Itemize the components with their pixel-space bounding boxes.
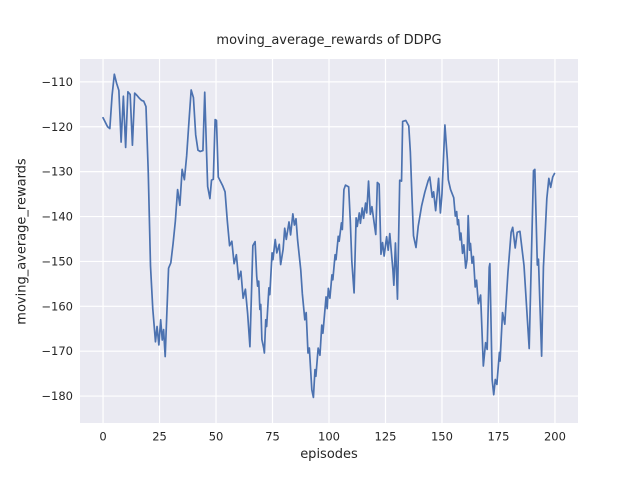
x-tick-label: 75	[265, 430, 280, 444]
y-tick-label: −150	[41, 254, 73, 268]
y-tick-label: −140	[41, 210, 73, 224]
x-tick-label: 175	[487, 430, 509, 444]
x-tick-label: 200	[544, 430, 566, 444]
x-tick-label: 50	[209, 430, 224, 444]
y-tick-label: −110	[41, 75, 73, 89]
x-tick-label: 0	[99, 430, 106, 444]
series-line-moving_average_rewards	[102, 73, 556, 399]
y-tick-label: −170	[41, 344, 73, 358]
chart-title: moving_average_rewards of DDPG	[216, 33, 442, 48]
y-tick-labels: −110 −120 −130 −140 −150 −160 −170 −180	[41, 75, 73, 403]
x-tick-label: 100	[318, 430, 340, 444]
y-tick-label: −130	[41, 165, 73, 179]
x-axis-label: episodes	[300, 447, 358, 462]
y-axis-label: moving_average_rewards	[14, 158, 30, 325]
x-tick-label: 125	[375, 430, 397, 444]
y-tick-label: −180	[41, 389, 73, 403]
y-tick-label: −160	[41, 299, 73, 313]
series-lines	[102, 73, 556, 399]
y-tick-label: −120	[41, 120, 73, 134]
x-tick-labels: 0 25 50 75 100 125 150 175 200	[99, 430, 566, 444]
x-tick-label: 150	[431, 430, 453, 444]
x-tick-label: 25	[152, 430, 167, 444]
